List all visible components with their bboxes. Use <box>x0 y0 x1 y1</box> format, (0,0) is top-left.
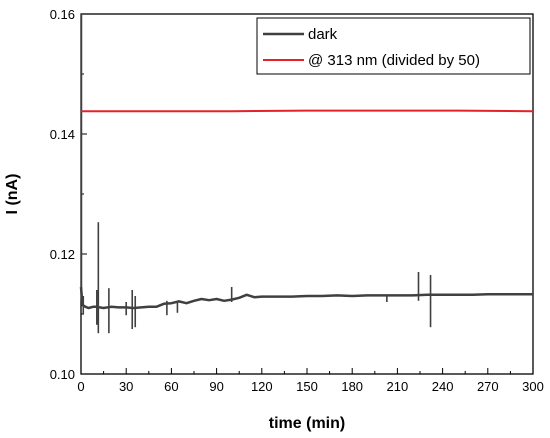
x-tick-label: 0 <box>77 379 84 394</box>
x-tick-label: 180 <box>341 379 363 394</box>
y-tick-label: 0.12 <box>50 247 75 262</box>
x-axis-title: time (min) <box>269 415 345 432</box>
y-tick-label: 0.14 <box>50 127 75 142</box>
y-tick-label: 0.16 <box>50 7 75 22</box>
x-tick-label: 60 <box>164 379 178 394</box>
legend-label-dark: dark <box>308 26 338 43</box>
series-line-0 <box>79 286 533 310</box>
series-lines <box>79 14 534 334</box>
tick-labels: 0 30 60 90 120 150 180 210 240 270 300 0.10 0.12 0.14… <box>50 7 544 394</box>
x-tick-label: 90 <box>209 379 223 394</box>
x-tick-label: 270 <box>477 379 499 394</box>
x-tick-label: 150 <box>296 379 318 394</box>
legend-box <box>256 17 531 75</box>
legend-label-313nm: @ 313 nm (divided by 50) <box>308 52 480 69</box>
x-tick-label: 240 <box>432 379 454 394</box>
legend: dark @ 313 nm (divided by 50) <box>256 17 531 75</box>
x-tick-label: 210 <box>387 379 409 394</box>
x-tick-label: 300 <box>522 379 544 394</box>
y-axis-title: I (nA) <box>4 174 21 215</box>
series-line-1 <box>81 109 534 113</box>
x-tick-label: 120 <box>251 379 273 394</box>
x-tick-label: 30 <box>119 379 133 394</box>
y-tick-label: 0.10 <box>50 367 75 382</box>
